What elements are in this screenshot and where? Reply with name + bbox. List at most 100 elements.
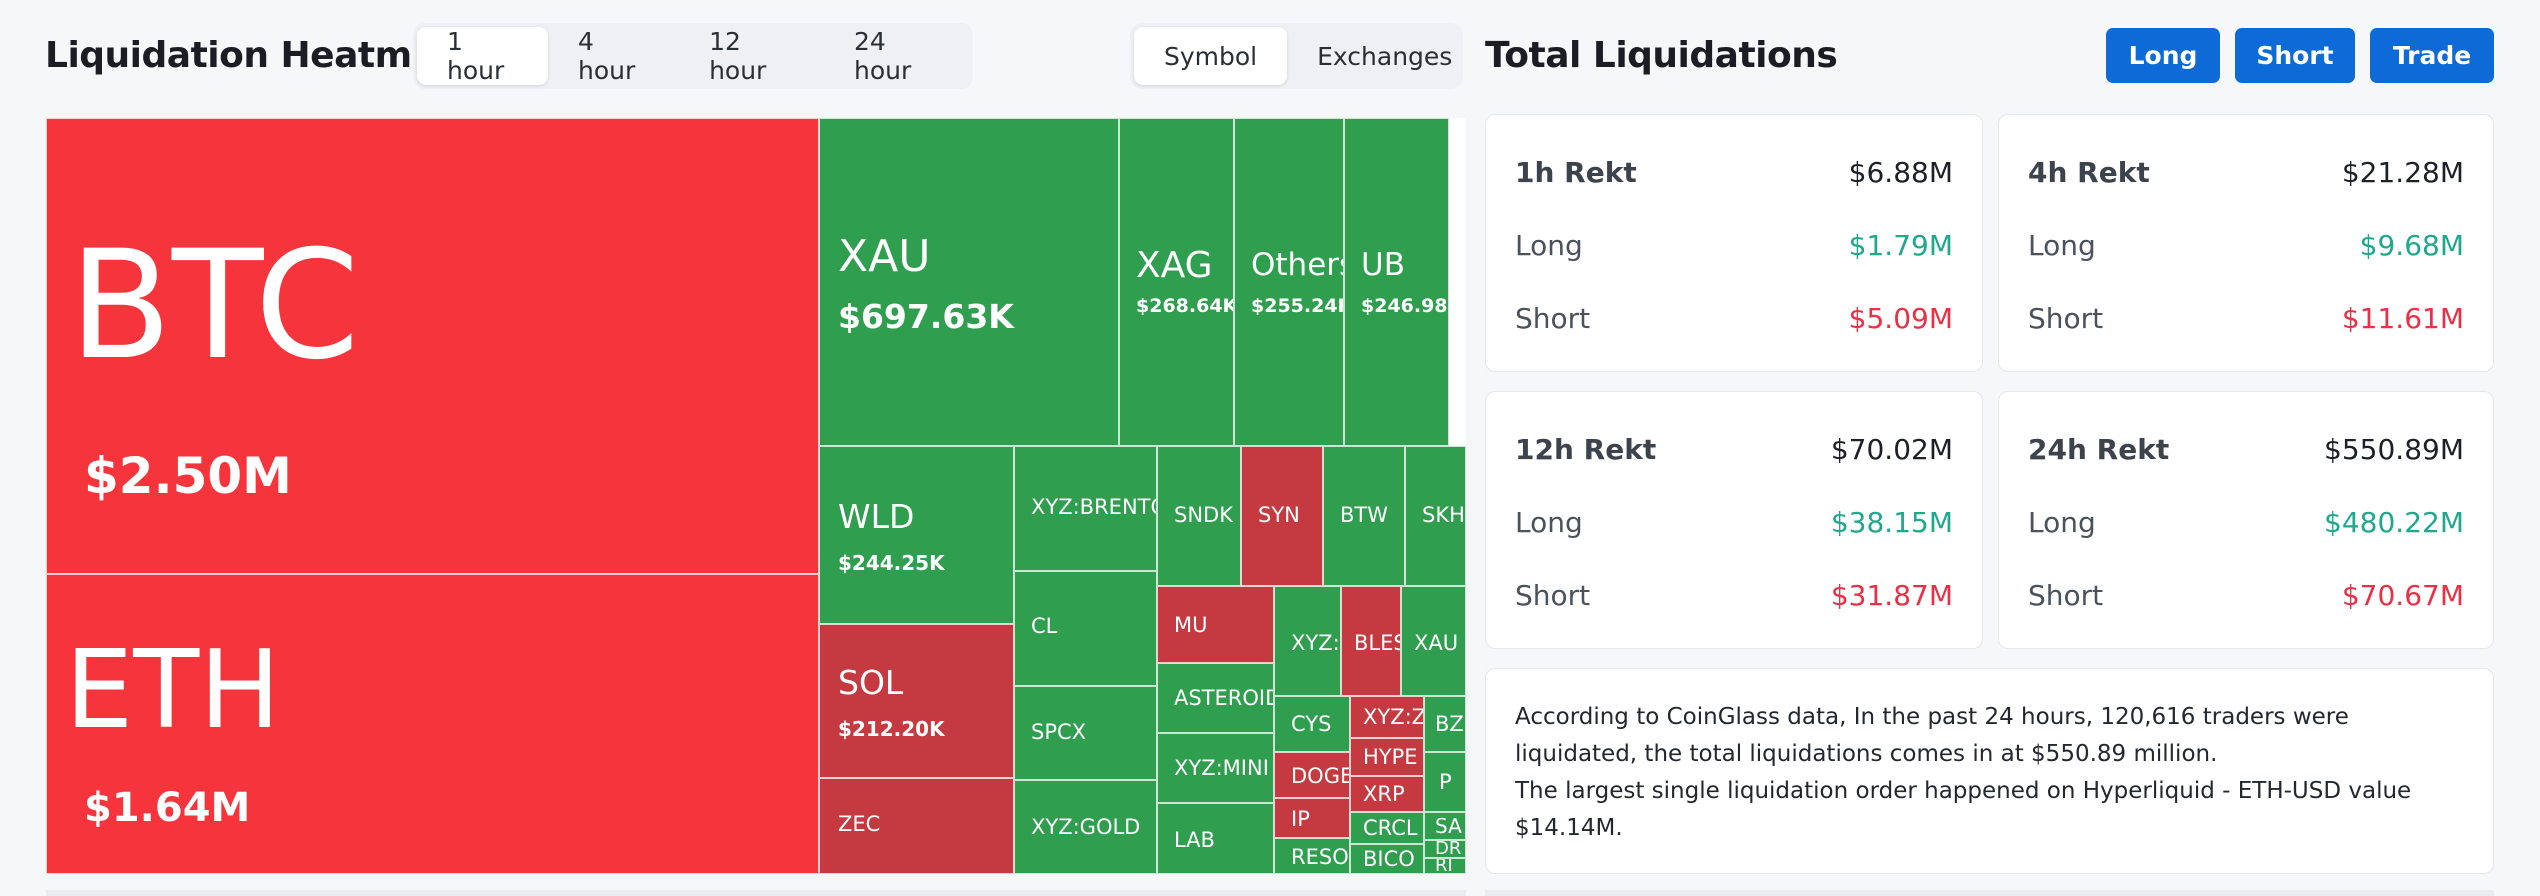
tile-symbol: ZEC [838, 812, 881, 836]
treemap-tile-ip[interactable]: IP [1274, 798, 1350, 838]
summary-line-1: According to CoinGlass data, In the past… [1515, 704, 2349, 767]
tile-symbol: LAB [1174, 828, 1215, 852]
long-label: Long [1515, 229, 1583, 262]
treemap-tile-xrp[interactable]: XRP [1350, 776, 1424, 812]
treemap-tile-syn[interactable]: SYN [1241, 446, 1323, 586]
treemap-tile-ub[interactable]: UB $246.98K [1344, 118, 1449, 446]
tile-symbol: SOL [838, 663, 904, 702]
treemap-tile-resolv[interactable]: RESOLV [1274, 838, 1350, 874]
short-label: Short [2028, 302, 2104, 335]
tile-value: $2.50M [84, 447, 292, 505]
tile-symbol: Others [1251, 247, 1343, 283]
card-long-row: Long $9.68M [2028, 228, 2464, 264]
tile-symbol: SPCX [1031, 720, 1087, 744]
treemap-tile-cl[interactable]: CL [1014, 571, 1157, 686]
trade-button[interactable]: Trade [2370, 28, 2494, 83]
tile-symbol: XAG [1136, 245, 1213, 286]
long-label: Long [2028, 506, 2096, 539]
tile-symbol: XYZ:MINI [1174, 756, 1269, 780]
tab-exchanges[interactable]: Exchanges [1317, 41, 1453, 71]
total-liquidations-title: Total Liquidations [1485, 35, 1838, 76]
treemap-tile-xag[interactable]: XAG $268.64K [1119, 118, 1234, 446]
treemap-tile-btc[interactable]: BTC $2.50M [46, 118, 819, 574]
treemap-tile-xyz-mini[interactable]: XYZ:MINI [1157, 733, 1274, 803]
short-value: $31.87M [1830, 579, 1953, 612]
treemap-tile-bico[interactable]: BICO [1350, 844, 1424, 874]
treemap-tile-bz[interactable]: BZ [1424, 696, 1466, 752]
treemap-tile-xau[interactable]: XAU $697.63K [819, 118, 1119, 446]
tile-symbol: P [1439, 770, 1452, 794]
long-label: Long [1515, 506, 1583, 539]
tab-12-hour[interactable]: 12 hour [709, 27, 767, 85]
treemap-tile-mu[interactable]: MU [1157, 586, 1274, 663]
long-value: $1.79M [1848, 229, 1953, 262]
treemap-tile-hype[interactable]: HYPE [1350, 738, 1424, 776]
tile-symbol: XYZ:BRENTOIL [1031, 495, 1156, 519]
tile-symbol: BTC [69, 219, 360, 393]
treemap-tile-ri[interactable]: RI [1424, 858, 1466, 874]
tile-value: $246.98K [1361, 295, 1448, 317]
tab-24-hour[interactable]: 24 hour [854, 27, 912, 85]
treemap-tile-xau-small[interactable]: XAU [1401, 586, 1466, 696]
tile-symbol: CYS [1291, 712, 1332, 736]
treemap-tile-eth[interactable]: ETH $1.64M [46, 574, 819, 874]
long-button[interactable]: Long [2106, 28, 2220, 83]
card-long-row: Long $480.22M [2028, 505, 2464, 541]
tile-symbol: XAU [838, 231, 931, 282]
treemap-tile-xyz-brentoil[interactable]: XYZ:BRENTOIL [1014, 446, 1157, 571]
short-button[interactable]: Short [2235, 28, 2355, 83]
tile-symbol: XAU [1414, 631, 1459, 655]
treemap-tile-xyz[interactable]: XYZ: [1274, 586, 1341, 696]
treemap-tile-sol[interactable]: SOL $212.20K [819, 624, 1014, 778]
card-label: 12h Rekt [1515, 433, 1657, 466]
tile-symbol: UB [1361, 247, 1405, 283]
rekt-card-1h: 1h Rekt $6.88M Long $1.79M Short $5.09M [1485, 114, 1983, 372]
long-value: $480.22M [2324, 506, 2464, 539]
tile-symbol: MU [1174, 613, 1208, 637]
tile-symbol: IP [1291, 807, 1310, 831]
tile-symbol: XYZ:Z [1363, 705, 1424, 729]
tab-1-hour[interactable]: 1 hour [417, 27, 549, 85]
tab-4-hour[interactable]: 4 hour [578, 27, 636, 85]
treemap-tile-zec[interactable]: ZEC [819, 778, 1014, 874]
rekt-card-24h: 24h Rekt $550.89M Long $480.22M Short $7… [1998, 391, 2494, 649]
tile-symbol: SNDK [1174, 503, 1233, 527]
treemap-tile-xyz-gold[interactable]: XYZ:GOLD [1014, 780, 1157, 874]
tile-symbol: CRCL [1363, 816, 1418, 840]
short-value: $5.09M [1848, 302, 1953, 335]
treemap-tile-bless[interactable]: BLESS [1341, 586, 1401, 696]
card-long-row: Long $1.79M [1515, 228, 1953, 264]
tile-symbol: SKHX [1422, 503, 1465, 527]
card-total: $70.02M [1830, 433, 1953, 466]
card-short-row: Short $5.09M [1515, 301, 1953, 337]
short-value: $70.67M [2341, 579, 2464, 612]
card-total: $6.88M [1848, 156, 1953, 189]
panel-divider-left [46, 890, 1466, 896]
treemap-tile-cys[interactable]: CYS [1274, 696, 1350, 752]
treemap-tile-dr[interactable]: DR [1424, 840, 1466, 858]
treemap-tile-xyz-z[interactable]: XYZ:Z [1350, 696, 1424, 738]
tile-symbol: XYZ: [1291, 631, 1340, 655]
card-label: 24h Rekt [2028, 433, 2170, 466]
rekt-card-12h: 12h Rekt $70.02M Long $38.15M Short $31.… [1485, 391, 1983, 649]
treemap-tile-doge[interactable]: DOGE [1274, 752, 1350, 798]
treemap-tile-btw[interactable]: BTW [1323, 446, 1405, 586]
panel-divider-right [1485, 890, 2494, 896]
treemap-tile-sa[interactable]: SA [1424, 812, 1466, 840]
treemap-tile-skhx[interactable]: SKHX [1405, 446, 1466, 586]
treemap-tile-asteroid[interactable]: ASTEROID [1157, 663, 1274, 733]
treemap-tile-spcx[interactable]: SPCX [1014, 686, 1157, 780]
treemap-tile-sndk[interactable]: SNDK [1157, 446, 1241, 586]
tab-symbol[interactable]: Symbol [1134, 27, 1288, 85]
treemap-tile-others[interactable]: Others $255.24K [1234, 118, 1344, 446]
card-short-row: Short $70.67M [2028, 578, 2464, 614]
tile-symbol: BTW [1340, 503, 1388, 527]
tile-value: $255.24K [1251, 295, 1344, 317]
treemap-tile-lab[interactable]: LAB [1157, 803, 1274, 874]
treemap-tile-crcl[interactable]: CRCL [1350, 812, 1424, 844]
card-total: $21.28M [2341, 156, 2464, 189]
liquidation-summary: According to CoinGlass data, In the past… [1485, 668, 2494, 874]
treemap-tile-wld[interactable]: WLD $244.25K [819, 446, 1014, 624]
liquidation-treemap: BTC $2.50M ETH $1.64M XAU $697.63K XAG $… [46, 118, 1466, 874]
treemap-tile-p[interactable]: P [1424, 752, 1466, 812]
